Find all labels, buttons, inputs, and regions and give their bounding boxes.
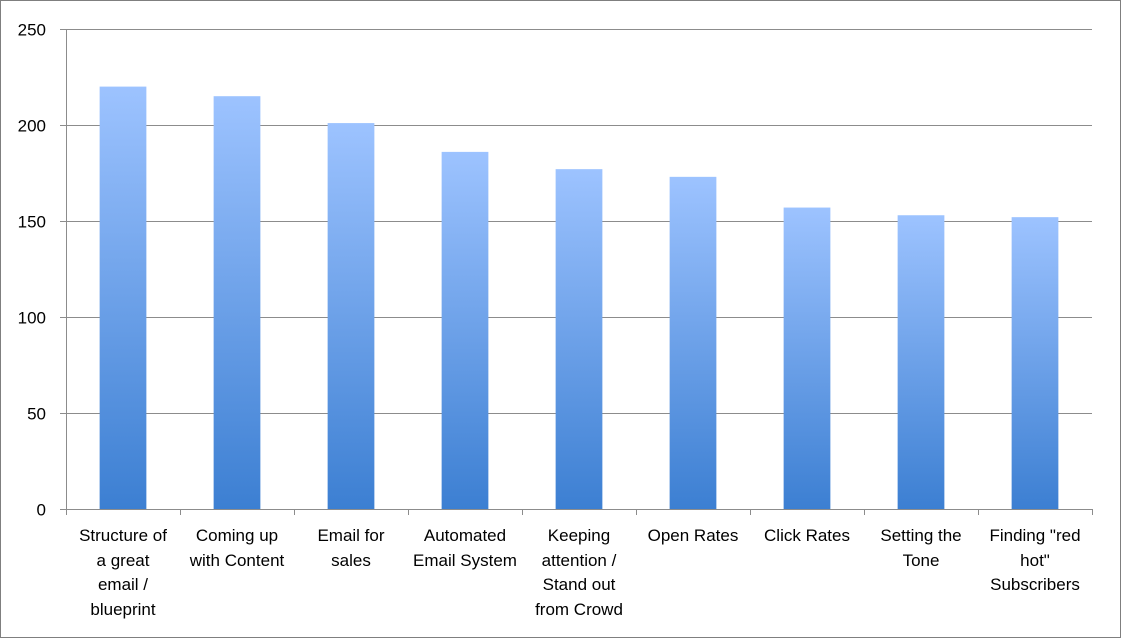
y-tick-label: 50 [27,405,46,424]
bar [213,96,261,509]
bars [99,86,1059,510]
y-tick-label: 150 [18,213,46,232]
y-tick-label: 250 [18,21,46,40]
bar [783,207,831,509]
bar [441,151,489,509]
bar [555,169,603,509]
y-tick-label: 200 [18,117,46,136]
bar [1011,217,1059,509]
bar [897,215,945,510]
x-tick-label: Automated Email System [413,526,517,570]
bar [327,123,375,509]
y-axis-ticks: 0 50 100 150 200 250 [18,21,46,520]
x-tick-label: Keeping attention / Stand out from Crowd [535,526,623,619]
y-tick-label: 0 [37,501,46,520]
bar [99,86,147,509]
x-tick-label: Finding "red hot" Subscribers [989,526,1081,594]
y-tick-label: 100 [18,309,46,328]
x-tick-label: Open Rates [647,526,739,545]
bar [669,176,717,509]
x-tick-label: Coming up with Content [189,526,285,570]
x-tick-label: Click Rates [764,526,850,545]
axes [60,29,1093,515]
x-tick-label: Structure of a great email / blueprint [79,526,167,619]
x-tick-label: Setting the Tone [880,526,962,570]
x-tick-label: Email for sales [317,526,385,570]
